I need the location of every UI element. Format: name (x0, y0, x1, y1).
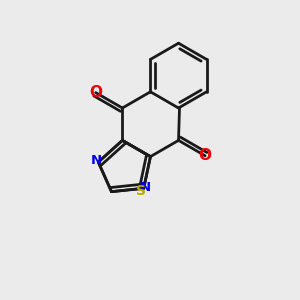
Text: O: O (199, 148, 212, 163)
Text: O: O (89, 85, 102, 100)
Text: N: N (91, 154, 102, 167)
Text: S: S (136, 184, 146, 198)
Text: N: N (140, 181, 151, 194)
